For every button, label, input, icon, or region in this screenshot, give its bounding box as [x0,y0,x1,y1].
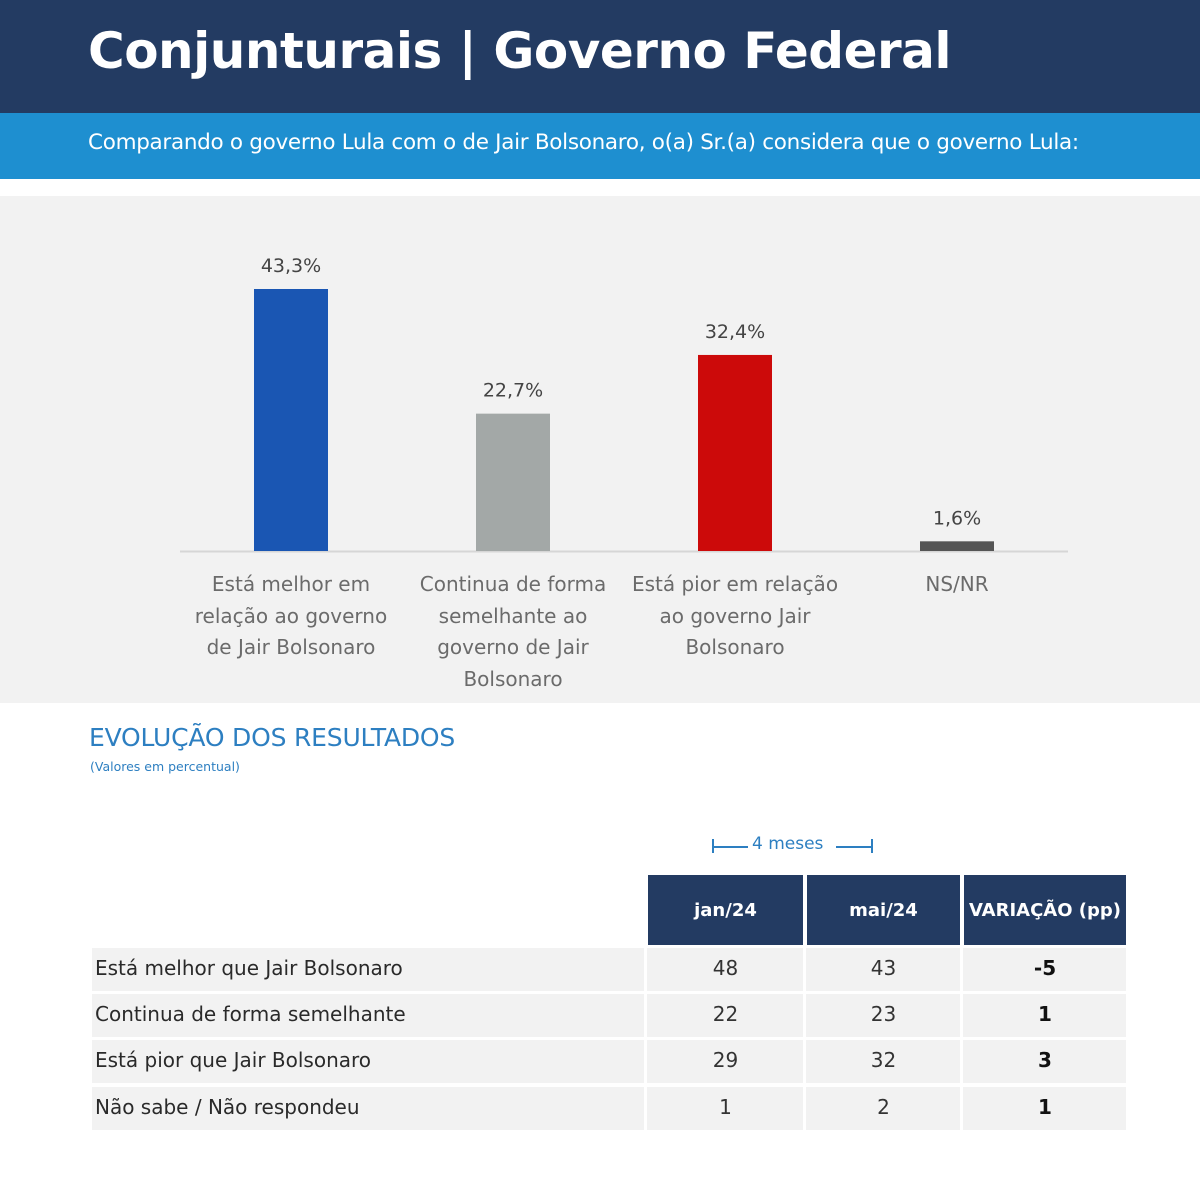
column-divider [960,994,963,1037]
data-label-same: 22,7% [483,380,543,402]
chart-panel: 43,3% 22,7% 32,4% 1,6% Está melhor em relaç… [0,196,1200,703]
cell-jan: 22 [712,1002,739,1026]
page-title: Conjunturais | Governo Federal [88,22,952,80]
cell-jan: 1 [719,1095,732,1119]
bar-nsnr [920,541,994,551]
column-divider [644,948,647,991]
row-label: Continua de forma semelhante [95,1002,406,1026]
header-bar: Conjunturais | Governo Federal [0,0,1200,113]
cell-mai: 32 [870,1048,897,1072]
column-header-variation: VARIAÇÃO (pp) [964,875,1126,945]
cell-variation: 1 [1038,1002,1052,1026]
cell-mai: 23 [870,1002,897,1026]
cell-jan: 29 [712,1048,739,1072]
column-header-mai: mai/24 [807,875,960,945]
column-divider [644,994,647,1037]
column-divider [803,1087,806,1130]
cell-variation: -5 [1033,956,1057,980]
cell-variation: 3 [1038,1048,1052,1072]
table-row: Está pior que Jair Bolsonaro 29 32 3 [92,1040,1126,1083]
table-row: Está melhor que Jair Bolsonaro 48 43 -5 [92,948,1126,991]
column-divider [803,948,806,991]
column-divider [960,1040,963,1083]
row-label: Está pior que Jair Bolsonaro [95,1048,372,1072]
span-label: 4 meses [752,834,824,854]
column-header-jan: jan/24 [648,875,803,945]
bar-chart: 43,3% 22,7% 32,4% 1,6% [180,255,1068,553]
cell-jan: 48 [712,956,739,980]
column-divider [803,1040,806,1083]
column-divider [644,1040,647,1083]
table-row: Não sabe / Não respondeu 1 2 1 [92,1087,1126,1130]
column-divider [644,1087,647,1130]
category-label-worse: Está pior em relação ao governo Jair Bol… [631,572,839,659]
span-tick-right [871,839,873,853]
question-text: Comparando o governo Lula com o de Jair … [88,130,1079,155]
cell-variation: 1 [1038,1095,1052,1119]
question-bar: Comparando o governo Lula com o de Jair … [0,113,1200,179]
bar-same [476,413,550,551]
row-label: Não sabe / Não respondeu [95,1095,360,1119]
span-line-left [712,846,748,848]
row-label: Está melhor que Jair Bolsonaro [95,956,403,980]
data-label-worse: 32,4% [705,321,765,343]
category-label-better: Está melhor em relação ao governo de Jai… [194,572,388,659]
cell-mai: 2 [877,1095,890,1119]
span-line-right [836,846,872,848]
column-divider [960,948,963,991]
evolution-title: EVOLUÇÃO DOS RESULTADOS [89,723,456,752]
period-span-marker: 4 meses [712,834,873,858]
column-divider [803,994,806,1037]
column-divider [960,1087,963,1130]
evolution-subtitle: (Valores em percentual) [90,759,240,774]
category-label-nsnr: NS/NR [925,572,989,596]
bar-better [254,289,328,551]
table-row: Continua de forma semelhante 22 23 1 [92,994,1126,1037]
data-label-nsnr: 1,6% [933,507,981,529]
cell-mai: 43 [870,956,897,980]
bar-worse [698,354,772,551]
category-label-same: Continua de forma semelhante ao governo … [419,572,607,691]
data-label-better: 43,3% [261,255,321,277]
